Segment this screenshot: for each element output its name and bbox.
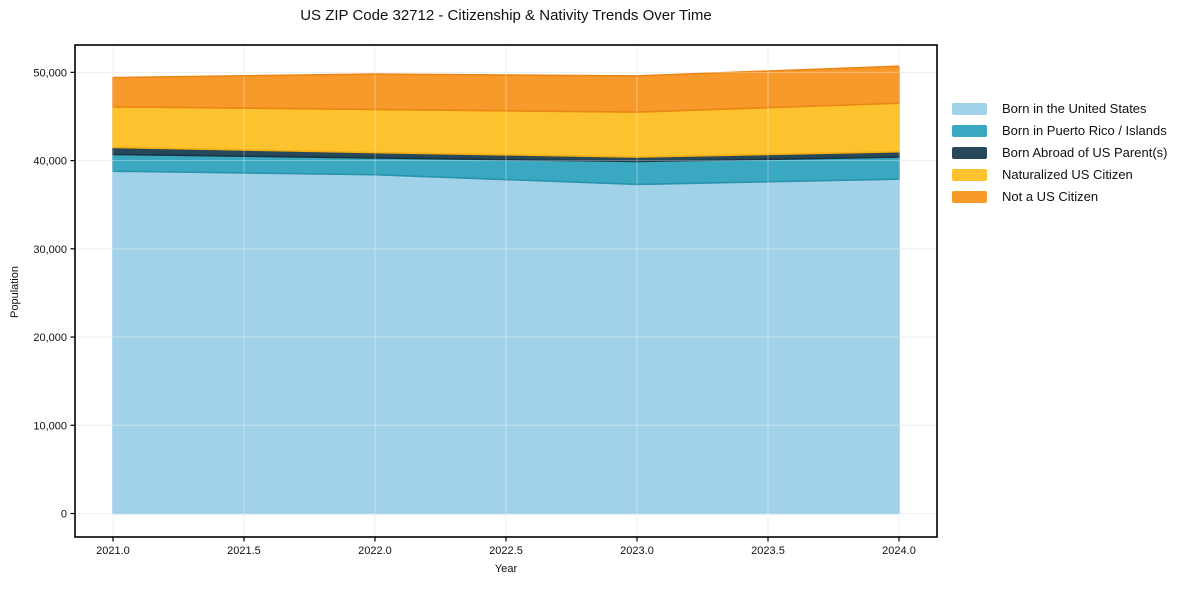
y-tick-label: 50,000 bbox=[33, 67, 67, 79]
legend-item-born-us: Born in the United States bbox=[952, 101, 1167, 116]
area-series-4 bbox=[112, 65, 900, 113]
x-tick-label: 2022.0 bbox=[358, 545, 392, 557]
legend-swatch-born-us bbox=[952, 103, 987, 115]
x-tick-label: 2022.5 bbox=[489, 545, 523, 557]
legend-label: Born in Puerto Rico / Islands bbox=[1002, 123, 1167, 138]
x-tick-label: 2024.0 bbox=[882, 545, 916, 557]
legend-swatch-naturalized bbox=[952, 169, 987, 181]
y-axis-label: Population bbox=[9, 266, 21, 318]
x-tick-label: 2021.0 bbox=[96, 545, 130, 557]
y-tick-label: 20,000 bbox=[33, 332, 67, 344]
y-tick-label: 10,000 bbox=[33, 420, 67, 432]
legend-label: Born in the United States bbox=[1002, 101, 1147, 116]
x-tick-label: 2023.0 bbox=[620, 545, 654, 557]
legend-label: Born Abroad of US Parent(s) bbox=[1002, 145, 1168, 160]
y-tick-label: 30,000 bbox=[33, 244, 67, 256]
legend-item-not-citizen: Not a US Citizen bbox=[952, 189, 1167, 204]
stacked-areas bbox=[112, 65, 900, 515]
chart-title: US ZIP Code 32712 - Citizenship & Nativi… bbox=[300, 7, 712, 24]
y-tick-label: 40,000 bbox=[33, 156, 67, 168]
legend-item-naturalized: Naturalized US Citizen bbox=[952, 167, 1167, 182]
legend-label: Naturalized US Citizen bbox=[1002, 167, 1133, 182]
legend-swatch-born-abroad bbox=[952, 147, 987, 159]
legend-item-born-abroad: Born Abroad of US Parent(s) bbox=[952, 145, 1168, 160]
x-axis-label: Year bbox=[494, 563, 518, 575]
x-tick-label: 2023.5 bbox=[751, 545, 785, 557]
legend: Born in the United States Born in Puerto… bbox=[952, 101, 1168, 204]
x-tick-label: 2021.5 bbox=[227, 545, 261, 557]
legend-swatch-not-citizen bbox=[952, 191, 987, 203]
y-tick-label: 0 bbox=[61, 509, 67, 521]
legend-label: Not a US Citizen bbox=[1002, 189, 1099, 204]
grid-over bbox=[75, 45, 937, 537]
axis-ticks: 2021.0 2021.5 2022.0 2022.5 2023.0 2023.5 2024… bbox=[33, 67, 915, 557]
legend-item-born-pr-islands: Born in Puerto Rico / Islands bbox=[952, 123, 1167, 138]
legend-swatch-born-pr-islands bbox=[952, 125, 987, 137]
